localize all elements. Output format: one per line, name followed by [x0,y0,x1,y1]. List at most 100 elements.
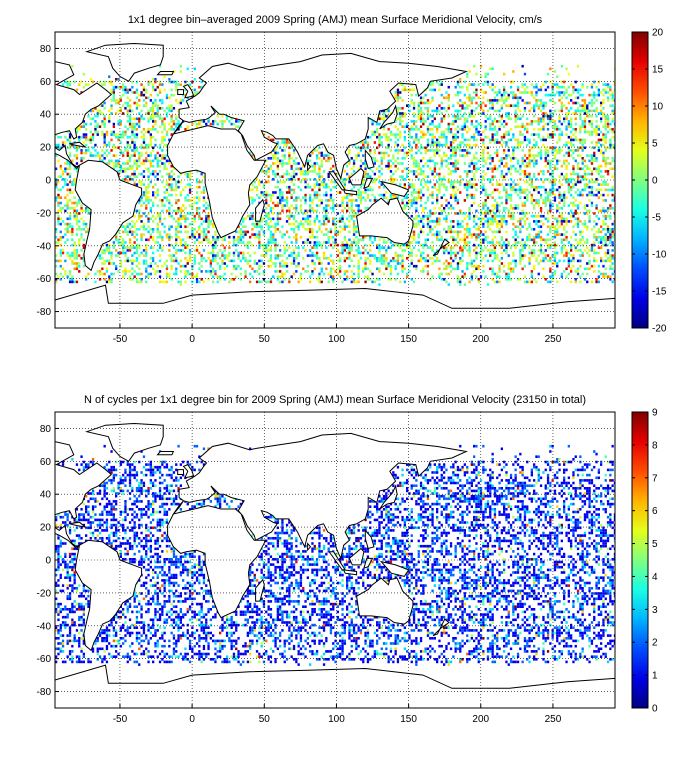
heatmap-cell [609,88,612,92]
heatmap-cell [147,120,150,123]
heatmap-cell [454,191,457,194]
heatmap-cell [295,233,298,236]
heatmap-cell [142,159,146,163]
heatmap-cell [311,246,314,249]
heatmap-cell [332,220,335,223]
heatmap-cell [172,217,176,221]
heatmap-cell [503,243,506,247]
heatmap-cell [274,238,277,242]
heatmap-cell [503,207,506,210]
heatmap-cell [456,91,460,94]
heatmap-cell [408,143,411,147]
heatmap-cell [512,251,515,255]
heatmap-cell [606,120,610,123]
heatmap-cell [597,141,600,144]
heatmap-cell [604,199,607,202]
heatmap-cell [415,201,418,205]
heatmap-cell [214,243,217,247]
heatmap-cell [313,222,316,226]
heatmap-cell [539,138,543,142]
heatmap-cell [186,199,189,202]
heatmap-cell [334,238,337,242]
heatmap-cell [436,193,439,197]
heatmap-cell [583,172,587,176]
heatmap-cell [470,235,473,239]
heatmap-cell [542,222,545,226]
heatmap-cell [546,217,550,221]
heatmap-cell [290,178,293,181]
heatmap-cell [535,143,538,147]
heatmap-cell [415,151,418,155]
heatmap-cell [609,93,612,97]
heatmap-cell [165,180,169,184]
heatmap-cell [590,83,594,86]
heatmap-cell [602,180,605,184]
heatmap-cell [429,193,432,197]
heatmap-cell [602,193,605,197]
heatmap-cell [456,241,460,244]
heatmap-cell [579,191,582,194]
heatmap-cell [401,207,404,210]
heatmap-cell [574,159,577,163]
heatmap-cell [68,80,72,84]
heatmap-cell [516,225,520,228]
heatmap-cell [606,83,610,86]
heatmap-cell [602,112,605,115]
heatmap-cell [452,251,455,255]
heatmap-cell [516,183,520,186]
heatmap-cell [509,138,513,142]
heatmap-cell [553,233,557,236]
heatmap-cell [292,228,296,231]
heatmap-cell [570,141,573,144]
heatmap-cell [537,128,540,131]
heatmap-cell [551,120,554,123]
heatmap-cell [161,122,164,126]
heatmap-cell [87,83,90,86]
heatmap-cell [466,107,469,110]
heatmap-cell [184,246,187,249]
heatmap-cell [122,162,125,165]
heatmap-cell [131,117,134,121]
heatmap-cell [242,220,245,223]
heatmap-cell [212,225,215,228]
heatmap-cell [188,83,192,86]
heatmap-cell [138,154,141,157]
heatmap-cell [297,178,300,181]
heatmap-cell [75,157,79,160]
heatmap-cell [302,170,305,173]
heatmap-cell [186,172,189,176]
heatmap-cell [482,201,485,205]
heatmap-cell [563,225,566,228]
heatmap-cell [378,251,381,255]
heatmap-cell [255,178,259,181]
heatmap-cell [89,154,92,157]
heatmap-cell [364,162,367,165]
heatmap-cell [396,109,400,113]
heatmap-cell [574,180,577,184]
heatmap-cell [549,120,552,123]
heatmap-cell [449,141,453,144]
heatmap-cell [274,243,277,247]
heatmap-cell [570,172,573,176]
heatmap-cell [489,138,492,142]
heatmap-cell [602,222,605,226]
heatmap-cell [417,138,420,142]
heatmap-cell [126,141,129,144]
heatmap-cell [366,135,370,139]
heatmap-cell [214,238,217,242]
heatmap-cell [604,188,607,192]
heatmap-cell [216,235,219,239]
heatmap-cell [558,207,561,210]
heatmap-cell [424,101,427,105]
heatmap-cell [496,209,499,213]
heatmap-cell [207,251,210,255]
heatmap-cell [352,143,356,147]
heatmap-cell [553,101,557,105]
heatmap-cell [493,217,497,221]
heatmap-cell [436,141,439,144]
heatmap-cell [128,88,132,92]
heatmap-cell [399,162,402,165]
heatmap-cell [519,230,522,234]
heatmap-cell [110,133,113,136]
heatmap-cell [131,246,134,249]
